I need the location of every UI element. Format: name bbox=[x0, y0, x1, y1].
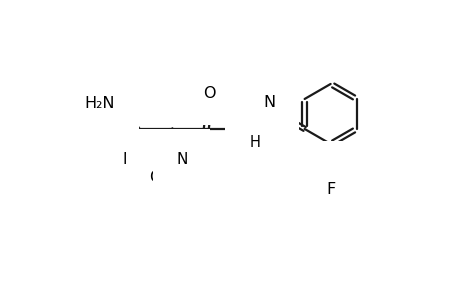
Text: N: N bbox=[176, 152, 187, 166]
Text: N: N bbox=[249, 125, 261, 140]
Text: N: N bbox=[263, 95, 275, 110]
Text: F: F bbox=[343, 164, 353, 179]
Text: F: F bbox=[308, 164, 317, 179]
Text: F: F bbox=[325, 182, 335, 197]
Text: H₂N: H₂N bbox=[84, 96, 115, 111]
Text: O: O bbox=[149, 169, 161, 184]
Text: N: N bbox=[122, 152, 134, 166]
Text: O: O bbox=[202, 86, 215, 101]
Text: H: H bbox=[249, 136, 260, 151]
